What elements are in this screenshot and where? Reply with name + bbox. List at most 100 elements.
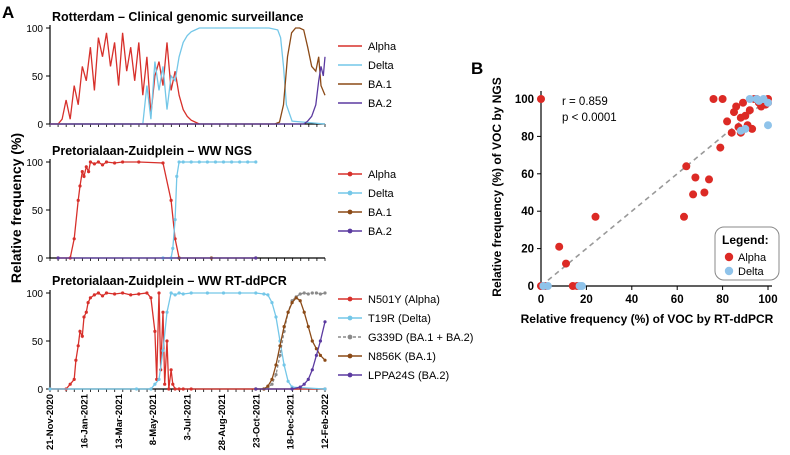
- scatter-point-alpha: [562, 259, 570, 268]
- pcr-series-delta-point: [274, 315, 278, 319]
- pcr-series-delta-point: [262, 292, 266, 296]
- pcr-series-ba1-point: [286, 310, 290, 314]
- scatter-point-alpha: [727, 128, 736, 137]
- scatter-point-alpha: [709, 95, 718, 103]
- ngs-series-alpha-point: [84, 165, 88, 169]
- pcr-series-ba2-point: [314, 353, 318, 357]
- rotterdam-series-ba1-line: [50, 27, 326, 125]
- pcr-series-delta-point: [282, 363, 286, 367]
- pcr-series-alpha-point: [121, 291, 125, 295]
- pcr-series-delta-point: [221, 291, 226, 295]
- pcr-series-g339d-point: [274, 373, 278, 377]
- ngs-series-delta-point: [238, 160, 242, 164]
- ngs-series-delta-point: [173, 218, 177, 222]
- pcr-series-ba1-point: [270, 377, 274, 381]
- pcr-series-ba2-point: [306, 377, 310, 381]
- pcr-series-alpha-point: [161, 310, 165, 314]
- pcr-legend-label-g339d: G339D (BA.1 + BA.2): [368, 332, 473, 344]
- pcr-legend-label-ba1: N856K (BA.1): [368, 351, 436, 363]
- pcr-series-alpha-point: [78, 329, 82, 333]
- pcr-series-ba2-point: [318, 339, 322, 343]
- ngs-series-delta-point: [181, 160, 185, 164]
- rotterdam-legend-label-ba2: BA.2: [368, 98, 392, 110]
- rotterdam-y-tick-label: 50: [32, 72, 44, 83]
- pcr-title: Pretorialaan-Zuidplein – WW RT-ddPCR: [52, 274, 287, 288]
- pcr-series-alpha-point: [167, 387, 171, 391]
- scatter-point-alpha: [691, 173, 700, 182]
- x-tick-label: 3-Jul-2021: [183, 393, 194, 440]
- x-tick-label: 8-May-2021: [148, 393, 159, 445]
- pcr-series-ba2-point: [310, 368, 314, 372]
- scatter-x-tick-label: 100: [758, 294, 777, 306]
- scatter-point-delta: [543, 282, 552, 290]
- ngs-series-alpha-point: [92, 162, 96, 166]
- ngs-series-delta-point: [246, 160, 250, 164]
- x-tick-label: 16-Jan-2021: [79, 393, 90, 448]
- pcr-series-alpha-point: [84, 310, 88, 314]
- ngs-legend-label-delta: Delta: [368, 188, 395, 200]
- scatter-y-tick-label: 100: [515, 94, 534, 106]
- scatter-legend-marker-delta: [724, 266, 734, 276]
- ngs-series-alpha-point: [113, 161, 117, 165]
- panel-label-b: B: [471, 59, 483, 78]
- pcr-series-alpha-line: [50, 292, 325, 390]
- scatter-point-alpha: [537, 95, 545, 103]
- scatter-y-tick-label: 40: [521, 206, 534, 218]
- pcr-series-delta-point: [149, 387, 153, 391]
- scatter-point-alpha: [591, 212, 600, 221]
- scatter-point-alpha: [732, 102, 741, 111]
- pcr-series-g339d-point: [306, 292, 310, 296]
- pcr-series-g339d-point: [278, 353, 282, 357]
- ngs-series-alpha-line: [58, 161, 180, 259]
- pcr-series-ba2-point: [302, 382, 306, 386]
- pcr-series-alpha-point: [129, 293, 133, 297]
- pcr-series-delta-point: [134, 387, 139, 391]
- scatter-point-alpha: [745, 106, 754, 115]
- pcr-series-alpha-point: [181, 387, 185, 391]
- scatter-x-tick-label: 80: [716, 294, 729, 306]
- scatter-point-alpha: [555, 242, 564, 251]
- ngs-series-delta-point: [213, 160, 218, 164]
- pcr-series-ba1-point: [310, 339, 314, 343]
- pcr-series-ba1-point: [318, 353, 322, 357]
- ngs-series-alpha-point: [161, 161, 165, 165]
- pcr-series-alpha-point: [163, 382, 167, 386]
- ngs-legend-marker-ba1: [347, 209, 353, 215]
- ngs-series-alpha-point: [87, 170, 91, 174]
- x-tick-label: 12-Feb-2022: [320, 394, 331, 449]
- ngs-series-delta-line: [163, 161, 256, 259]
- scatter-point-alpha: [739, 98, 747, 107]
- pcr-series-alpha-point: [100, 294, 105, 298]
- pcr-series-delta-point: [286, 379, 290, 383]
- ngs-series-alpha-point: [76, 198, 80, 202]
- scatter-point-alpha: [705, 175, 713, 184]
- pcr-series-ba1-point: [306, 325, 310, 329]
- pcr-legend-label-delta: T19R (Delta): [368, 313, 431, 325]
- pcr-series-g339d-line: [255, 292, 326, 390]
- pcr-series-ba1-point: [266, 384, 270, 388]
- ngs-series-alpha-point: [78, 184, 82, 188]
- scatter-x-tick-label: 60: [671, 294, 684, 306]
- ngs-series-delta-point: [175, 174, 179, 178]
- shared-y-axis-label: Relative frequency (%): [8, 133, 24, 283]
- pcr-series-g339d-point: [298, 292, 302, 296]
- pcr-series-delta-point: [161, 349, 165, 353]
- pcr-series-delta-point: [254, 291, 258, 295]
- pcr-series-alpha-point: [137, 292, 141, 296]
- pcr-series-alpha-point: [96, 291, 100, 295]
- pcr-series-ba1-line: [255, 296, 326, 390]
- x-tick-label: 28-Aug-2021: [217, 393, 228, 450]
- scatter-chart: 0 20 40 60 80 100 0 20 40 60 80 100 r = 0.859 p < 0.0…: [490, 77, 780, 326]
- pcr-series-alpha-point: [80, 334, 84, 338]
- scatter-point-alpha: [723, 117, 732, 126]
- pcr-series-ba1-point: [282, 325, 286, 329]
- scatter-x-tick-label: 20: [580, 294, 593, 306]
- pcr-series-alpha-point: [169, 368, 173, 372]
- pcr-series-ba2-point: [254, 387, 258, 391]
- ngs-series-delta-point: [189, 160, 193, 164]
- scatter-legend-label-delta: Delta: [738, 266, 765, 278]
- rotterdam-legend-label-alpha: Alpha: [368, 41, 397, 53]
- pcr-series-delta-point: [48, 387, 52, 391]
- pcr-legend-marker-ba1: [347, 353, 353, 359]
